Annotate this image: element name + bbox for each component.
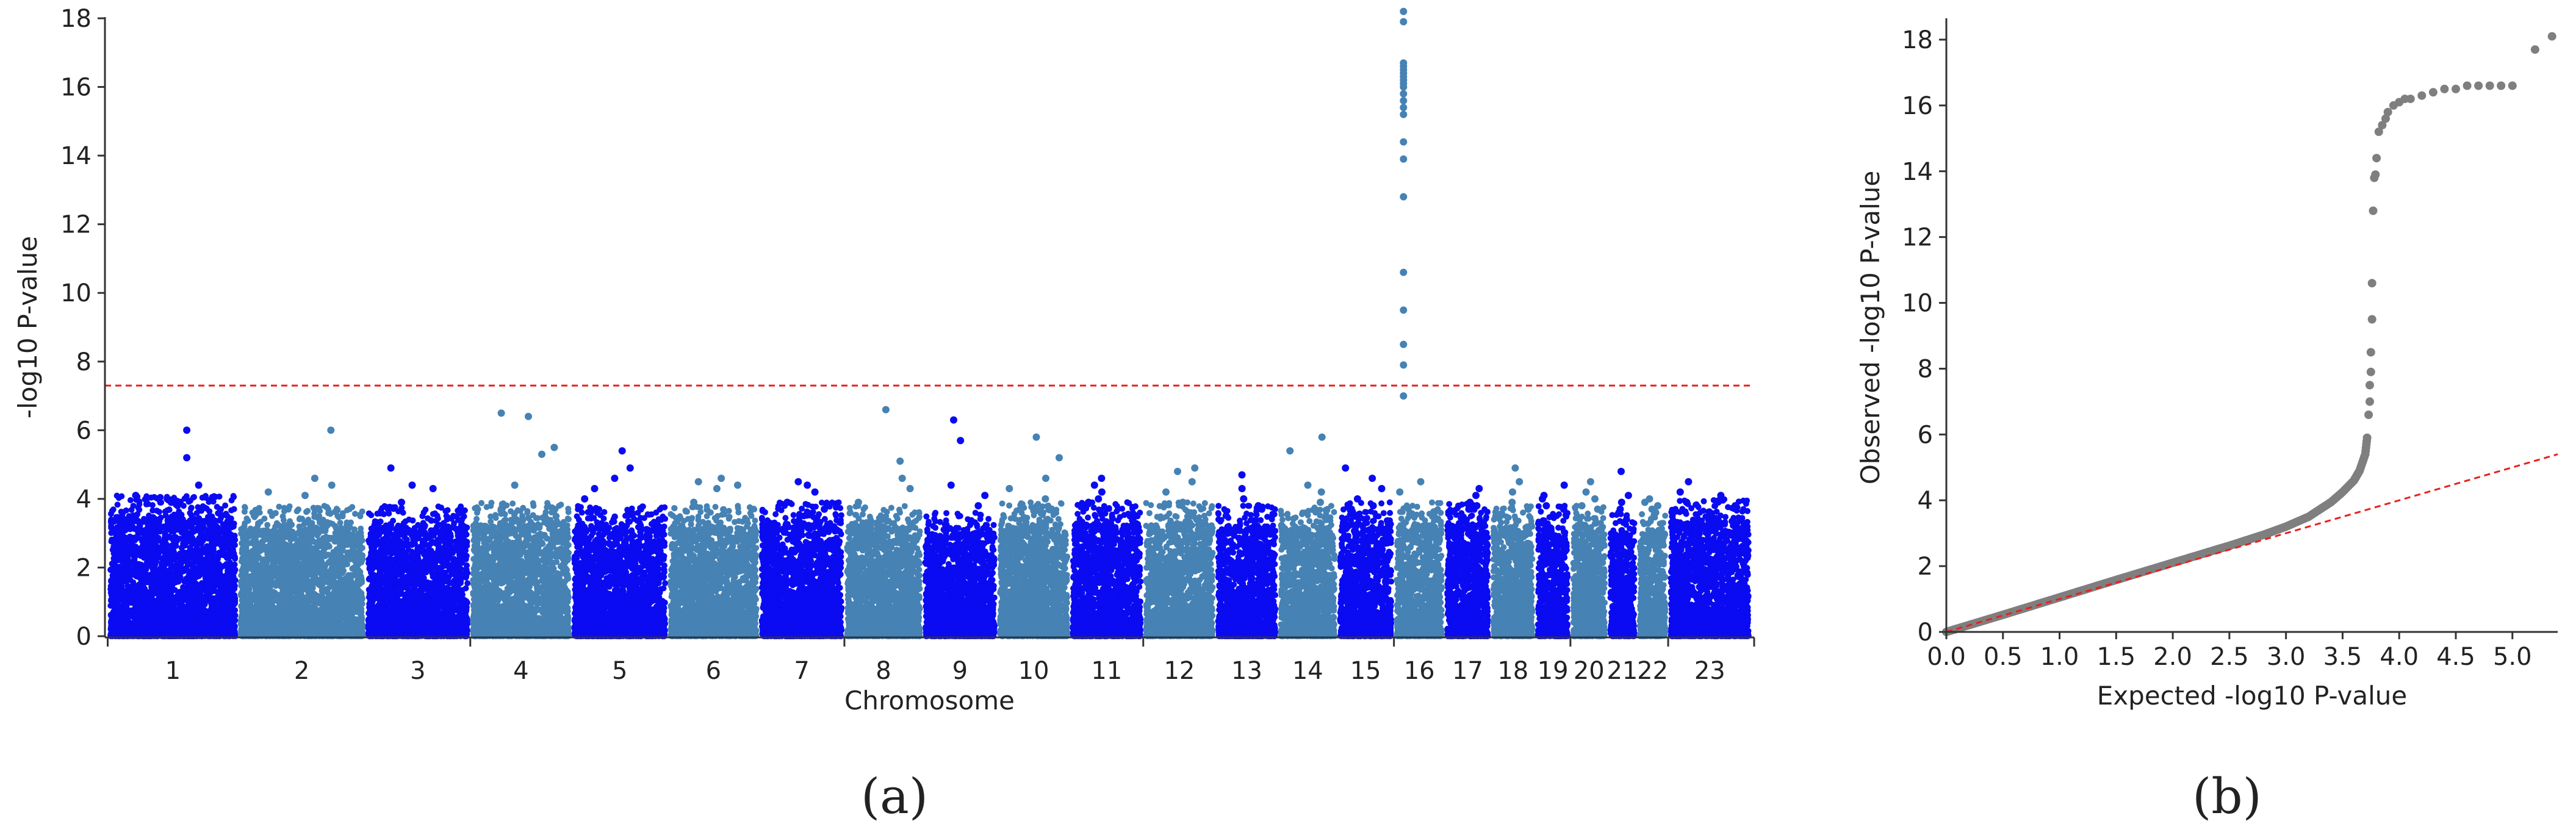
chromosome-1-points: [107, 426, 239, 639]
figure: 024681012141618 1 2 3 4 5 6 7 8 9 10 11 12 13 14 15 16 1…: [0, 0, 2576, 832]
snp-point: [232, 533, 238, 539]
manhattan-points: [107, 8, 1752, 639]
snp-point: [197, 553, 203, 559]
snp-point: [215, 528, 221, 534]
snp-point: [162, 534, 168, 540]
snp-point: [108, 567, 114, 573]
